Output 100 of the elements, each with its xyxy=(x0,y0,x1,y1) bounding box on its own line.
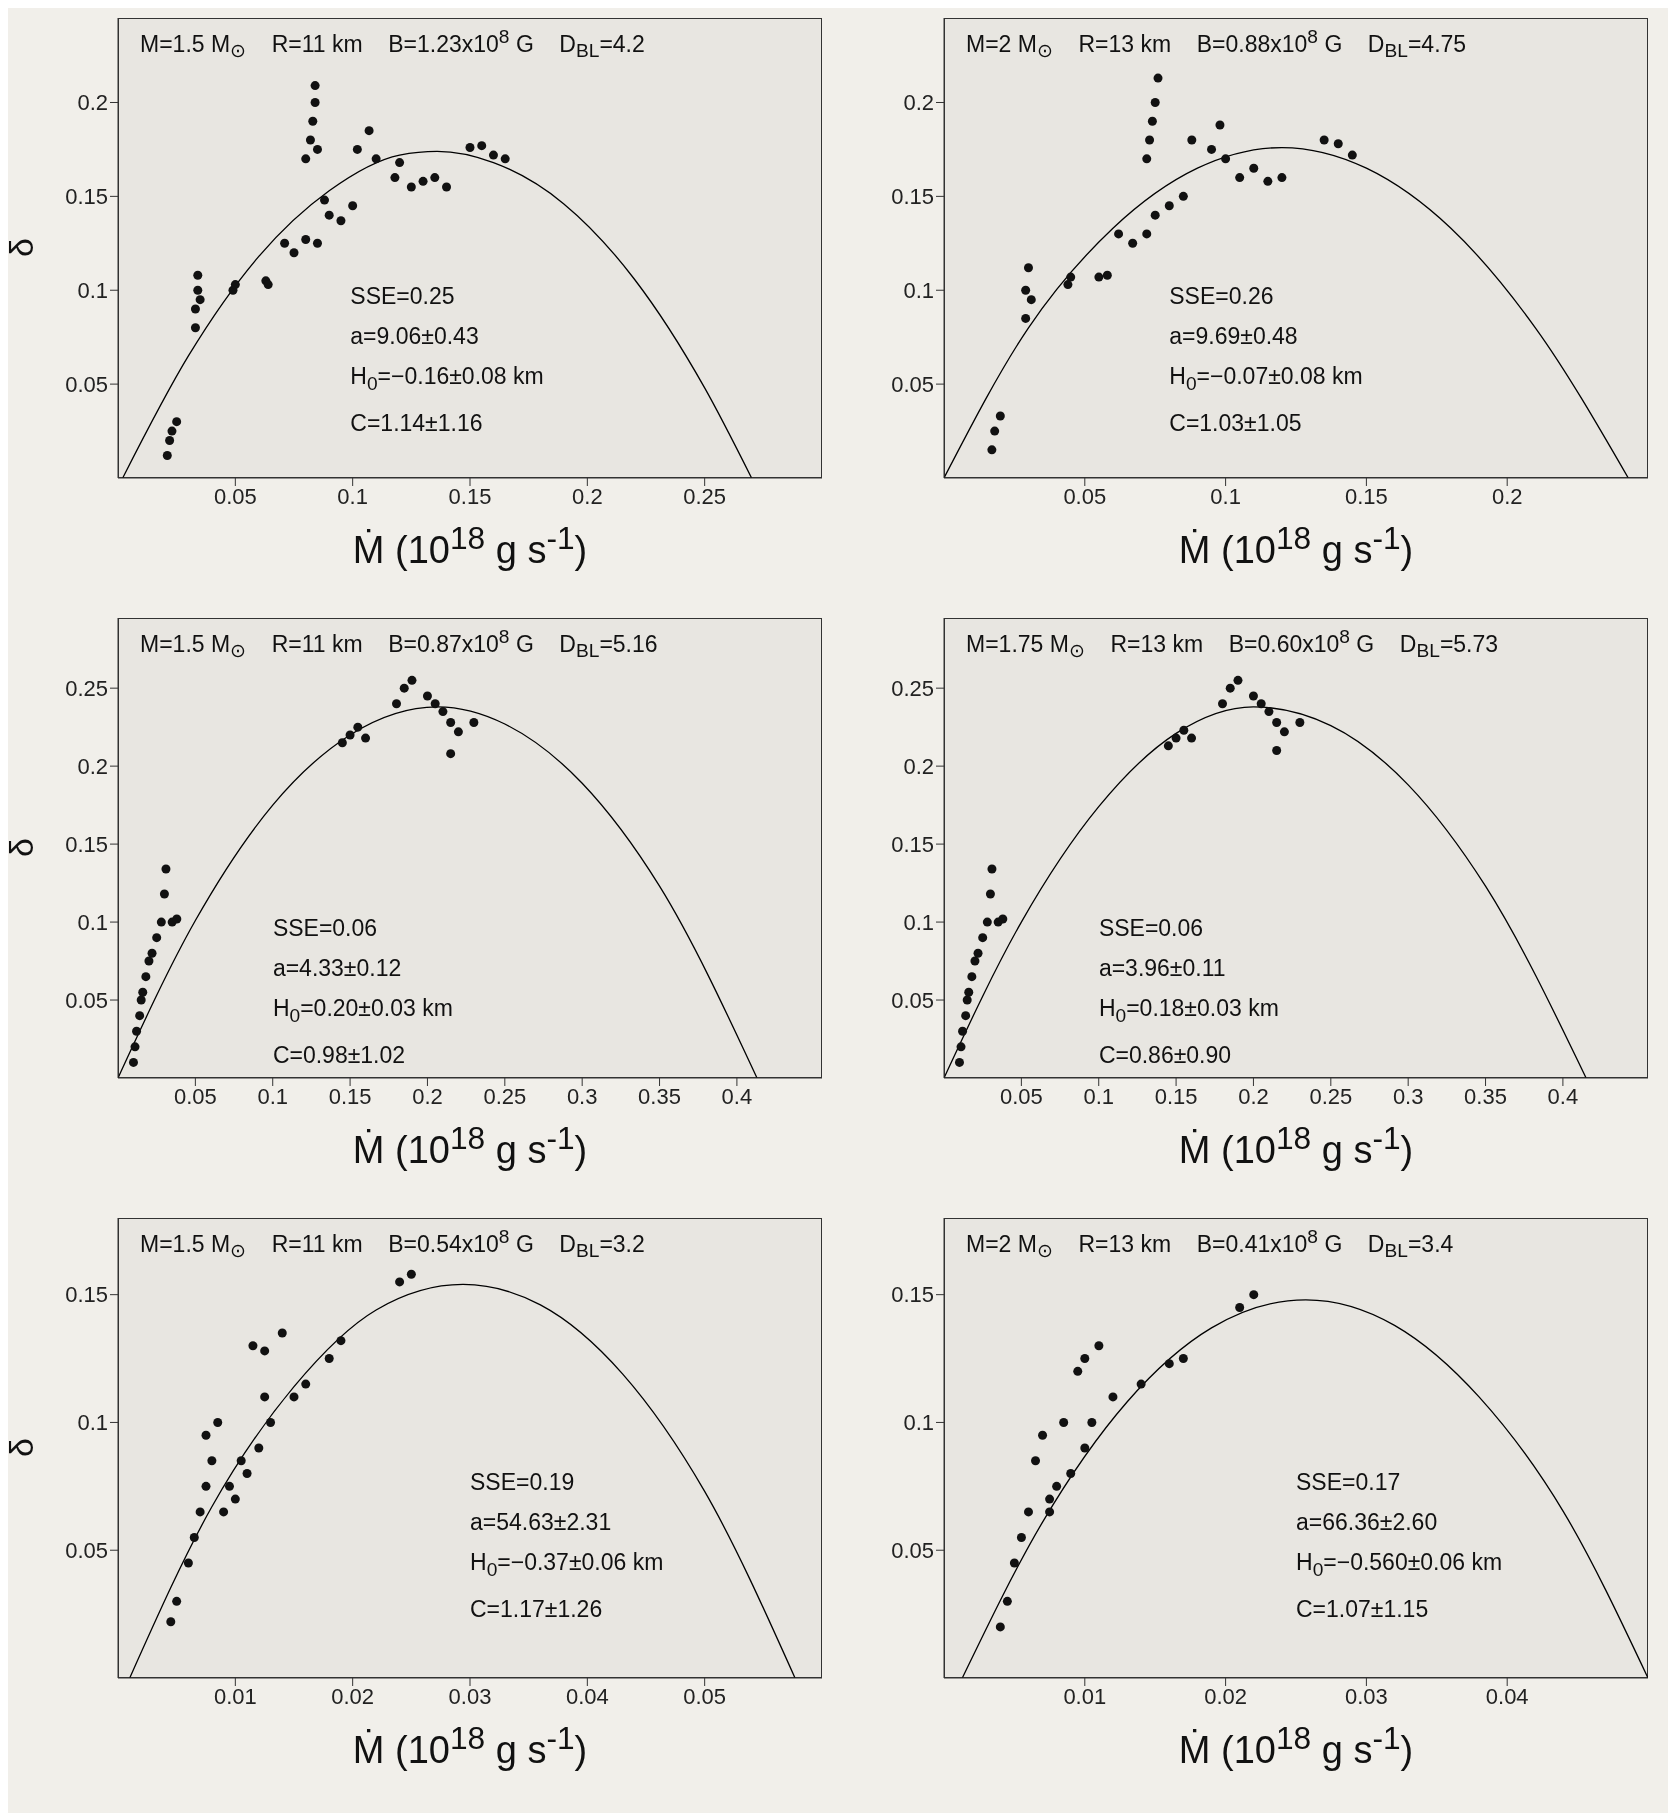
y-axis-title: δ xyxy=(1,238,41,257)
x-tick-label: 0.05 xyxy=(173,1083,217,1109)
point xyxy=(207,1456,217,1466)
point xyxy=(1045,1507,1055,1517)
y-tick-label: 0.2 xyxy=(903,90,934,116)
point xyxy=(1279,727,1289,737)
point xyxy=(1023,1507,1033,1517)
point xyxy=(141,972,151,982)
x-tick-label: 0.15 xyxy=(328,1083,372,1109)
x-tick-label: 0.15 xyxy=(1154,1083,1198,1109)
point xyxy=(1256,699,1266,709)
x-tick-label: 0.03 xyxy=(448,1683,492,1709)
line-series xyxy=(129,1283,796,1678)
annotation: C=1.07±1.15 xyxy=(1296,1595,1430,1625)
x-tick-label: 0.02 xyxy=(1204,1683,1248,1709)
x-tick-label: 0.04 xyxy=(565,1683,609,1709)
point xyxy=(488,150,498,160)
point xyxy=(172,914,182,924)
annotation: SSE=0.19 xyxy=(470,1467,576,1497)
point xyxy=(324,1354,334,1364)
y-tick-label: 0.25 xyxy=(891,675,934,701)
point xyxy=(167,426,177,436)
x-tick-label: 0.01 xyxy=(213,1683,257,1709)
point xyxy=(998,914,1008,924)
point xyxy=(1142,154,1152,164)
annotation: C=1.17±1.26 xyxy=(470,1595,604,1625)
x-axis-title: Ṁ (10$^{18}$ g s$^{-1}$) xyxy=(351,520,589,572)
point xyxy=(958,1026,968,1036)
point xyxy=(213,1417,223,1427)
y-tick-label: 0.05 xyxy=(65,987,108,1013)
point xyxy=(956,1042,966,1052)
point xyxy=(954,1057,964,1067)
point xyxy=(1145,135,1155,145)
point xyxy=(310,81,320,91)
point xyxy=(469,717,479,727)
x-tick-label: 0.25 xyxy=(1309,1083,1353,1109)
x-tick-label: 0.05 xyxy=(1063,483,1107,509)
point xyxy=(477,141,487,151)
text: M=1.5 M$_{⊙}$ R=11 km B=1.23x10$^{8}$ G D$_{BL}$=4.2 xyxy=(140,26,645,62)
point xyxy=(1136,1379,1146,1389)
y-tick-label: 0.1 xyxy=(903,909,934,935)
point xyxy=(465,143,475,153)
y-axis-title: δ xyxy=(1,1438,41,1457)
annotation: C=0.86±0.90 xyxy=(1098,1041,1233,1071)
x-tick-label: 0.05 xyxy=(213,483,257,509)
point xyxy=(1178,191,1188,201)
point xyxy=(1023,263,1033,273)
annotation: a=9.06±0.43 xyxy=(350,321,480,351)
point xyxy=(136,995,146,1005)
point xyxy=(345,730,355,740)
point xyxy=(130,1042,140,1052)
point xyxy=(301,1379,311,1389)
point xyxy=(399,683,409,693)
point xyxy=(442,182,452,192)
point xyxy=(500,154,510,164)
point xyxy=(337,738,347,748)
point xyxy=(189,1532,199,1542)
point xyxy=(320,195,330,205)
point xyxy=(1128,238,1138,248)
point xyxy=(418,176,428,186)
point xyxy=(193,285,203,295)
x-axis-title: Ṁ (10$^{18}$ g s$^{-1}$) xyxy=(1177,520,1415,572)
point xyxy=(390,173,400,183)
point xyxy=(260,1346,270,1356)
point xyxy=(162,450,172,460)
point xyxy=(277,1328,287,1338)
x-tick-label: 0.2 xyxy=(1491,483,1523,509)
point xyxy=(166,1617,176,1627)
point xyxy=(1207,144,1217,154)
point xyxy=(970,956,980,966)
point xyxy=(1263,176,1273,186)
point xyxy=(128,1057,138,1067)
point xyxy=(1094,272,1104,282)
x-tick-label: 0.25 xyxy=(483,1083,527,1109)
annotation: H$_{0}$=−0.16±0.08 km xyxy=(350,361,544,396)
x-tick-label: 0.2 xyxy=(1238,1083,1269,1109)
y-tick-label: 0.15 xyxy=(891,1282,934,1308)
point xyxy=(201,1481,211,1491)
point xyxy=(1277,173,1287,183)
x-axis-title: Ṁ (10$^{18}$ g s$^{-1}$) xyxy=(1177,1720,1415,1772)
point xyxy=(1150,210,1160,220)
y-tick-label: 0.1 xyxy=(903,278,934,304)
point xyxy=(995,1622,1005,1632)
point xyxy=(301,235,311,245)
point xyxy=(1150,97,1160,107)
text: M=1.5 M$_{⊙}$ R=11 km B=0.87x10$^{8}$ G D$_{BL}$=5.16 xyxy=(140,626,658,662)
y-tick-label: 0.05 xyxy=(65,371,108,397)
point xyxy=(195,295,205,305)
text: M=1.5 M$_{⊙}$ R=11 km B=0.54x10$^{8}$ G D$_{BL}$=3.2 xyxy=(140,1226,645,1262)
point xyxy=(978,933,988,943)
point xyxy=(336,1336,346,1346)
y-axis-title: δ xyxy=(1,838,41,857)
point xyxy=(165,435,175,445)
point xyxy=(1016,1532,1026,1542)
line-series xyxy=(944,146,1629,478)
x-tick-label: 0.01 xyxy=(1063,1683,1107,1709)
point xyxy=(353,722,363,732)
point xyxy=(453,727,463,737)
point xyxy=(1021,285,1031,295)
x-axis-title: Ṁ (10$^{18}$ g s$^{-1}$) xyxy=(351,1720,589,1772)
